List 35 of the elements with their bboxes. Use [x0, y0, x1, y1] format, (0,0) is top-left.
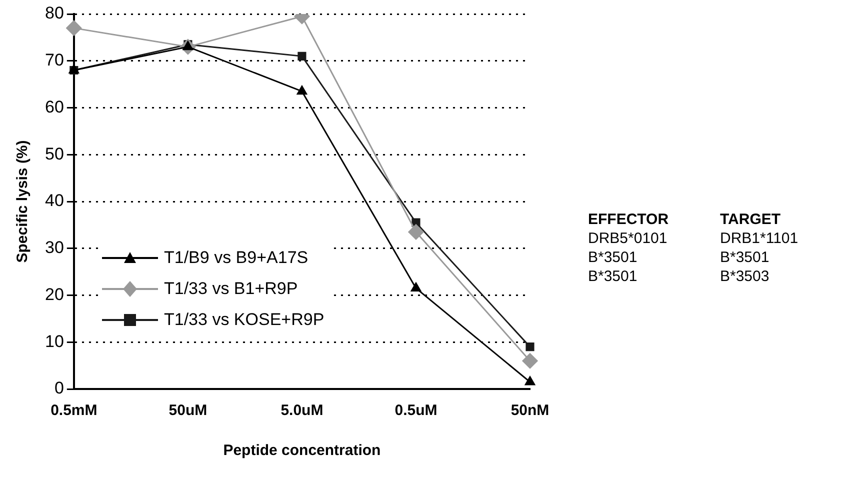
point: [296, 86, 308, 95]
text: DRB1*1101: [720, 229, 800, 248]
text: EFFECTOR: [588, 210, 670, 229]
point: [66, 20, 82, 36]
x-tick-label: 50uM: [168, 402, 208, 420]
y-tick-label: 0: [54, 378, 64, 398]
y-tick-label: 60: [44, 97, 64, 116]
y-tick-label: 20: [44, 284, 64, 304]
text: B*3501: [720, 248, 770, 267]
y-tick-label: 70: [44, 50, 64, 70]
text: B*3501: [588, 267, 638, 286]
point: [298, 52, 306, 60]
text: B*3501: [588, 248, 638, 267]
x-axis-title: Peptide concentration: [223, 442, 381, 460]
text: DRB5*0101: [588, 229, 668, 248]
point: [522, 353, 538, 369]
point: [410, 282, 422, 292]
point: [526, 342, 534, 352]
x-tick-label: 5.0uM: [280, 402, 324, 420]
x-tick-label: 0.5mM: [50, 402, 98, 420]
y-tick-label: 80: [44, 4, 64, 23]
point: [408, 224, 424, 240]
text: TARGET: [720, 210, 782, 229]
y-axis-title: Specific lysis (%): [14, 140, 32, 263]
y-tick-label: 10: [44, 332, 64, 351]
y-tick-label: 40: [44, 191, 64, 210]
x-tick-label: 0.5uM: [394, 402, 438, 420]
legend-label: T1/33 vs KOSE+R9P: [164, 310, 324, 330]
legend-label: T1/B9 vs B9+A17S: [164, 248, 308, 268]
point: [524, 376, 536, 386]
legend-label: T1/33 vs B1+R9P: [164, 278, 298, 298]
y-tick-label: 30: [44, 238, 64, 258]
text: B*3503: [720, 267, 770, 286]
y-tick-label: 50: [44, 144, 64, 164]
x-tick-label: 50nM: [510, 402, 550, 420]
